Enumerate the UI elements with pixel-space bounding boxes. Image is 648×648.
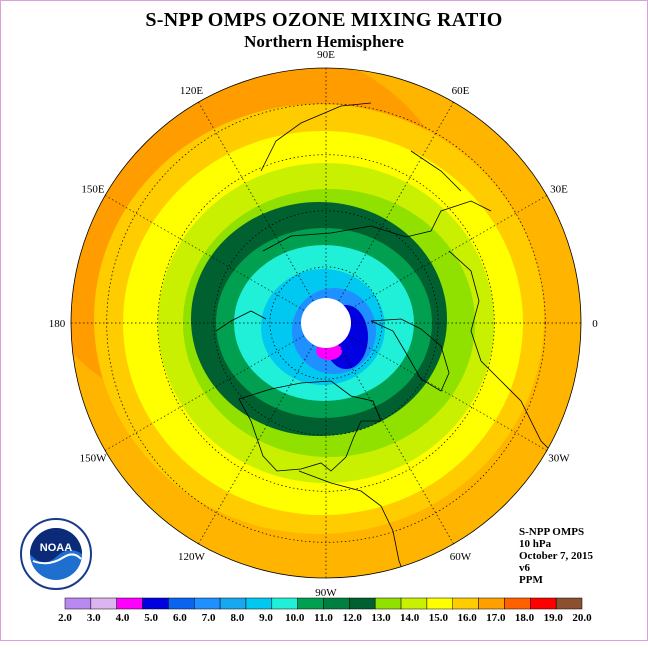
latitude-circle — [106, 103, 546, 543]
info-level: 10 hPa — [519, 538, 552, 550]
colorbar-swatch — [271, 597, 298, 610]
info-version: v6 — [519, 562, 530, 574]
info-units: PPM — [519, 574, 543, 586]
latitude-circle — [157, 154, 495, 492]
coastline-alaska — [215, 310, 267, 332]
info-block: S-NPP OMPS 10 hPa October 7, 2015 v6 PPM — [519, 526, 593, 586]
colorbar-tick-label: 19.0 — [544, 612, 564, 624]
colorbar-swatch — [64, 597, 92, 610]
colorbar-swatch — [116, 597, 143, 610]
colorbar-swatch — [504, 597, 531, 610]
colorbar-tick-label: 12.0 — [343, 612, 363, 624]
latitude-circle — [269, 266, 383, 380]
colorbar-tick-label: 7.0 — [202, 612, 216, 624]
coastline-north-america — [238, 380, 382, 472]
coastline-greenland — [370, 318, 450, 392]
longitude-label: 60E — [452, 85, 470, 97]
coastline-south-america — [298, 470, 407, 578]
logo-text: NOAA — [40, 542, 72, 554]
colorbar-swatch — [400, 597, 428, 610]
colorbar-tick-label: 20.0 — [572, 612, 592, 624]
longitude-label: 150E — [81, 184, 105, 196]
longitude-label: 90W — [315, 587, 337, 599]
polar-no-data-hole — [301, 298, 351, 348]
longitude-label: 120W — [178, 551, 206, 563]
colorbar-swatch — [555, 597, 583, 610]
colorbar-tick-label: 11.0 — [314, 612, 333, 624]
colorbar-tick-label: 5.0 — [144, 612, 158, 624]
colorbar-swatch — [168, 597, 195, 610]
longitude-labels: 90E 60E 30E 0 30W 60W 90W 120W 150W 180 150E 120E — [49, 49, 599, 599]
graticule — [71, 68, 581, 578]
colorbar-tick-label: 13.0 — [371, 612, 391, 624]
info-date: October 7, 2015 — [519, 550, 594, 562]
coastline-asia — [260, 102, 492, 252]
colorbar-swatch — [219, 597, 247, 610]
page-subtitle: Northern Hemisphere — [244, 32, 404, 51]
colorbar-swatch — [452, 597, 479, 610]
longitude-label: 150W — [80, 453, 108, 465]
colorbar-swatch — [194, 597, 221, 610]
colorbar-tick-label: 6.0 — [173, 612, 187, 624]
colorbar-tick-label: 8.0 — [230, 612, 244, 624]
colorbar-swatch — [323, 597, 350, 610]
colorbar-swatch — [142, 597, 169, 610]
colorbar-tick-label: 4.0 — [116, 612, 130, 624]
longitude-label: 0 — [592, 318, 598, 330]
colorbar-ticks: 2.0 3.0 4.0 5.0 6.0 7.0 8.0 9.0 10.0 11.0 12.0 13.0… — [58, 612, 592, 624]
colorbar-tick-label: 10.0 — [285, 612, 305, 624]
colorbar-swatches — [64, 597, 583, 610]
colorbar-swatch — [349, 597, 376, 610]
latitude-circle — [213, 210, 439, 436]
colorbar-swatch — [90, 597, 117, 610]
map-border — [70, 67, 582, 579]
colorbar-tick-label: 16.0 — [457, 612, 477, 624]
noaa-logo-icon: NOAA — [20, 518, 92, 590]
page-title: S-NPP OMPS OZONE MIXING RATIO — [145, 9, 503, 31]
longitude-label: 120E — [180, 85, 204, 97]
colorbar-swatch — [245, 597, 273, 610]
colorbar-swatch — [478, 597, 505, 610]
longitude-label: 30E — [550, 184, 568, 196]
colorbar-tick-label: 14.0 — [400, 612, 420, 624]
info-instrument: S-NPP OMPS — [519, 526, 585, 538]
colorbar-tick-label: 3.0 — [87, 612, 101, 624]
colorbar-tick-label: 17.0 — [486, 612, 506, 624]
coastlines — [215, 102, 562, 578]
colorbar-tick-label: 9.0 — [259, 612, 273, 624]
longitude-label: 30W — [548, 453, 570, 465]
colorbar-tick-label: 2.0 — [58, 612, 72, 624]
longitude-label: 60W — [450, 551, 472, 563]
longitude-label: 90E — [317, 49, 335, 61]
longitude-label: 180 — [49, 318, 66, 330]
colorbar-swatch — [297, 597, 324, 610]
colorbar-swatch — [374, 597, 402, 610]
colorbar-swatch — [530, 597, 557, 610]
coastline-europe-africa — [448, 250, 562, 462]
colorbar-tick-label: 15.0 — [429, 612, 449, 624]
colorbar-tick-label: 18.0 — [515, 612, 535, 624]
colorbar-swatch — [426, 597, 453, 610]
